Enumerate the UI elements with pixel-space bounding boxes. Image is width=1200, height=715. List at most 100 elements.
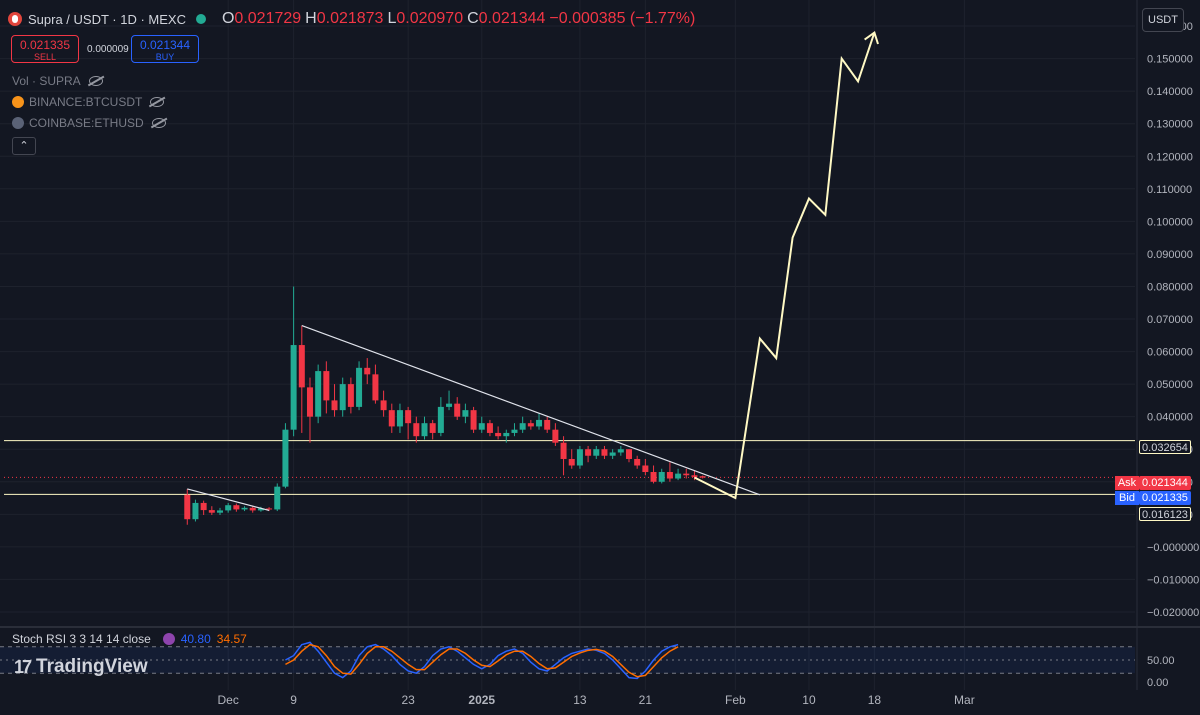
candle [536,413,543,430]
sell-button[interactable]: 0.021335 SELL [11,35,79,63]
candle [396,403,403,433]
candle-body [339,384,346,411]
stoch-rsi-legend: Stoch RSI 3 3 14 14 close 40.80 34.57 [12,632,247,646]
candle-body [560,442,567,459]
candle-body [388,410,395,427]
candle-body [585,449,592,456]
sell-price: 0.021335 [19,38,71,52]
candle-body [527,423,534,427]
candle-body [544,419,551,430]
candle-body [323,371,330,401]
candle [192,499,199,522]
candle-body [274,486,281,510]
close-label: C [467,10,479,27]
rsi-k-value: 40.80 [180,632,211,646]
candle-body [356,367,363,407]
stoch-rsi-pane: 50.00 0.00 [0,641,1175,689]
ask-price-tag: 0.021344 [1139,476,1191,490]
ethereum-icon [12,117,24,129]
lower-level-tag: 0.016123 [1139,507,1191,521]
symbol-title[interactable]: Supra / USDT · 1D · MEXC [28,11,186,27]
candle-body [315,371,322,417]
candle-body [396,410,403,427]
candle-body [478,423,485,430]
buy-button[interactable]: 0.021344 BUY [131,35,199,63]
indicator-ethusd[interactable]: COINBASE:ETHUSD [12,116,166,130]
candle-body [593,449,600,456]
eye-hidden-icon[interactable] [151,118,166,128]
time-tick-label: 23 [401,693,415,707]
price-axis: 0.1600000.1500000.1400000.1300000.120000… [1147,21,1199,619]
candle [429,419,436,440]
tradingview-mark-icon: 17 [14,656,32,677]
price-tick-label: 0.100000 [1147,216,1193,228]
candle-body [364,367,371,375]
tradingview-logo[interactable]: 17 TradingView [14,656,148,678]
candle [634,455,641,469]
upper-level-tag: 0.032654 [1139,440,1191,454]
candle [560,436,567,476]
candle-body [609,452,616,456]
projection-arrowhead [864,30,879,45]
price-tick-label: 0.050000 [1147,379,1193,391]
candle [593,445,600,459]
candle [446,390,453,411]
candle [315,364,322,424]
high-label: H [305,10,317,27]
candle-body [380,400,387,411]
candle [617,445,624,456]
candle [658,468,665,484]
market-open-icon [195,14,206,24]
candle-body [486,423,493,433]
candle [421,416,428,440]
candle [266,507,273,512]
sell-label: SELL [33,52,57,62]
candle [356,361,363,411]
spread-value: 0.000009 [87,44,129,55]
candle-body [257,508,264,511]
time-tick-label: 21 [639,693,653,707]
candle [462,403,469,424]
close-value: 0.021344 [478,10,546,27]
candle [511,423,518,437]
candle-body [519,423,526,430]
change-value: −0.000385 (−1.77%) [549,10,696,27]
candle [413,416,420,443]
rsi-name[interactable]: Stoch RSI 3 3 14 14 close [12,632,151,646]
candle-body [208,510,215,513]
trendlines [187,324,761,511]
symbol-legend: Supra / USDT · 1D · MEXC O 0.021729 H 0.02… [8,10,695,28]
rsi-k-line [285,641,679,680]
candle-body [233,505,240,510]
eye-hidden-icon[interactable] [88,76,103,86]
candle [388,403,395,433]
candle [601,445,608,459]
candle [208,506,215,515]
indicator-btcusdt[interactable]: BINANCE:BTCUSDT [12,95,165,109]
candle-body [699,476,706,478]
low-value: 0.020970 [396,10,464,27]
price-tick-label: 0.130000 [1147,119,1193,131]
price-tick-label: 0.110000 [1147,184,1192,196]
collapse-legend-button[interactable]: ⌃ [12,137,36,155]
settings-icon[interactable] [162,633,175,645]
candle-body [536,419,543,427]
candle [339,377,346,417]
candle-body [298,345,305,388]
candle-body [266,508,273,510]
indicator-volume[interactable]: Vol · SUPRA [12,74,103,88]
price-tick-label: −0.020000 [1147,607,1199,619]
price-tick-label: 0.080000 [1147,281,1193,293]
candle [568,449,575,469]
candle-body [331,400,338,411]
trendline [187,488,270,511]
horizontal-levels [4,440,1135,495]
time-tick-label: 2025 [468,693,495,707]
candle [184,488,191,525]
candle-body [225,505,232,511]
candle [282,423,289,489]
currency-button[interactable]: USDT [1142,8,1184,32]
candle [298,325,305,433]
eye-hidden-icon[interactable] [150,97,165,107]
